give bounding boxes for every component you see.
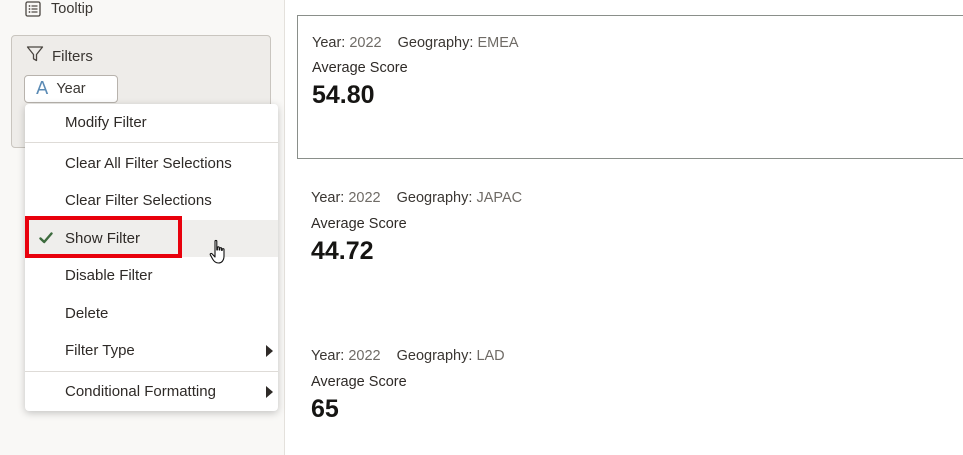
tile-meta: Year: 2022 Geography: JAPAC bbox=[311, 190, 522, 206]
filter-context-menu: Modify Filter Clear All Filter Selection… bbox=[25, 104, 278, 411]
hand-pointer-cursor-icon bbox=[209, 239, 231, 267]
year-value: 2022 bbox=[349, 35, 382, 51]
menu-item-label: Show Filter bbox=[65, 230, 141, 247]
kpi-tile-lad[interactable]: Year: 2022 Geography: LAD Average Score … bbox=[297, 330, 963, 455]
menu-item-show-filter[interactable]: Show Filter bbox=[25, 220, 278, 257]
menu-item-label: Modify Filter bbox=[65, 114, 147, 131]
year-filter-pill[interactable]: A Year bbox=[24, 75, 118, 103]
geography-label: Geography: bbox=[396, 190, 473, 206]
menu-item-filter-type[interactable]: Filter Type bbox=[25, 332, 278, 369]
kpi-tile-emea[interactable]: Year: 2022 Geography: EMEA Average Score… bbox=[297, 15, 963, 159]
year-value: 2022 bbox=[348, 190, 381, 206]
metric-label: Average Score bbox=[311, 216, 407, 232]
year-label: Year: bbox=[311, 348, 345, 364]
menu-divider bbox=[25, 371, 278, 372]
geography-value: JAPAC bbox=[476, 190, 523, 206]
menu-item-label: Conditional Formatting bbox=[65, 383, 216, 400]
menu-item-disable-filter[interactable]: Disable Filter bbox=[25, 257, 278, 294]
menu-item-clear-all-filter-selections[interactable]: Clear All Filter Selections bbox=[25, 145, 278, 182]
checkmark-icon bbox=[39, 231, 53, 245]
tile-meta: Year: 2022 Geography: LAD bbox=[311, 348, 505, 364]
metric-label: Average Score bbox=[311, 374, 407, 390]
kpi-tile-japac[interactable]: Year: 2022 Geography: JAPAC Average Scor… bbox=[297, 172, 963, 316]
metric-label: Average Score bbox=[312, 60, 408, 76]
menu-item-clear-filter-selections[interactable]: Clear Filter Selections bbox=[25, 182, 278, 219]
submenu-arrow-icon bbox=[266, 386, 273, 398]
year-value: 2022 bbox=[348, 348, 381, 364]
menu-item-delete[interactable]: Delete bbox=[25, 295, 278, 332]
funnel-icon bbox=[26, 45, 44, 67]
menu-item-label: Clear All Filter Selections bbox=[65, 155, 232, 172]
menu-item-label: Delete bbox=[65, 305, 109, 322]
menu-item-modify-filter[interactable]: Modify Filter bbox=[25, 104, 278, 141]
year-filter-label: Year bbox=[56, 81, 86, 97]
menu-item-conditional-formatting[interactable]: Conditional Formatting bbox=[25, 373, 278, 410]
menu-item-label: Clear Filter Selections bbox=[65, 192, 212, 209]
geography-label: Geography: bbox=[396, 348, 473, 364]
filters-header: Filters bbox=[26, 45, 93, 67]
geography-value: LAD bbox=[476, 348, 505, 364]
submenu-arrow-icon bbox=[266, 345, 273, 357]
geography-value: EMEA bbox=[477, 35, 519, 51]
metric-value: 65 bbox=[311, 395, 339, 423]
menu-divider bbox=[25, 142, 278, 143]
tooltip-drop-target[interactable]: Tooltip bbox=[25, 0, 93, 18]
tooltip-label: Tooltip bbox=[51, 1, 93, 17]
year-label: Year: bbox=[311, 190, 345, 206]
geography-label: Geography: bbox=[397, 35, 474, 51]
metric-value: 54.80 bbox=[312, 81, 375, 109]
tile-meta: Year: 2022 Geography: EMEA bbox=[312, 35, 519, 51]
year-label: Year: bbox=[312, 35, 346, 51]
menu-item-label: Filter Type bbox=[65, 342, 135, 359]
tooltip-list-icon bbox=[25, 1, 41, 17]
menu-item-label: Disable Filter bbox=[65, 267, 153, 284]
filters-label: Filters bbox=[52, 47, 93, 65]
attribute-icon: A bbox=[36, 78, 49, 99]
metric-value: 44.72 bbox=[311, 237, 374, 265]
